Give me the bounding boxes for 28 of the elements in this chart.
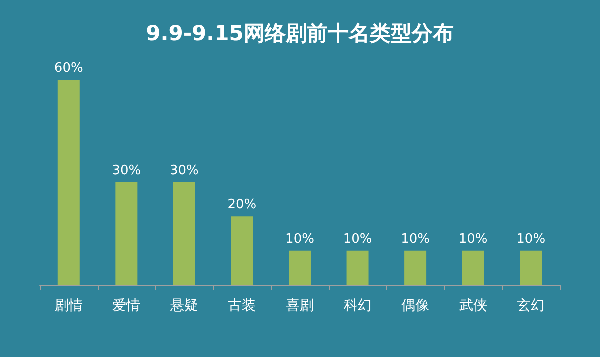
x-tick-label: 古装 xyxy=(228,298,256,314)
data-label: 10% xyxy=(286,232,314,247)
data-label: 10% xyxy=(458,232,488,247)
data-label: 10% xyxy=(516,232,546,247)
bar xyxy=(520,250,542,285)
x-tick-label: 偶像 xyxy=(402,298,430,314)
bar xyxy=(404,250,427,285)
bar xyxy=(173,182,196,285)
x-tick-label: 武侠 xyxy=(459,298,488,314)
x-tick-label: 科幻 xyxy=(344,298,372,314)
data-label: 20% xyxy=(228,198,257,213)
x-tick-label: 剧情 xyxy=(54,298,83,314)
data-label: 10% xyxy=(343,232,372,247)
x-tick-label: 喜剧 xyxy=(286,298,314,314)
x-tick-label: 爱情 xyxy=(112,298,141,314)
bar xyxy=(462,250,484,285)
x-tick-label: 悬疑 xyxy=(169,298,198,314)
bar xyxy=(116,182,138,285)
bar xyxy=(231,216,254,285)
bar xyxy=(58,80,80,285)
bar xyxy=(346,250,369,285)
data-label: 10% xyxy=(401,232,430,247)
x-tick-label: 玄幻 xyxy=(517,298,546,314)
data-label: 30% xyxy=(112,164,142,178)
data-label: 30% xyxy=(170,164,199,178)
data-label: 60% xyxy=(54,61,84,76)
chart-title: 9.9-9.15网络剧前十名类型分布 xyxy=(146,22,454,46)
bar xyxy=(289,250,311,285)
